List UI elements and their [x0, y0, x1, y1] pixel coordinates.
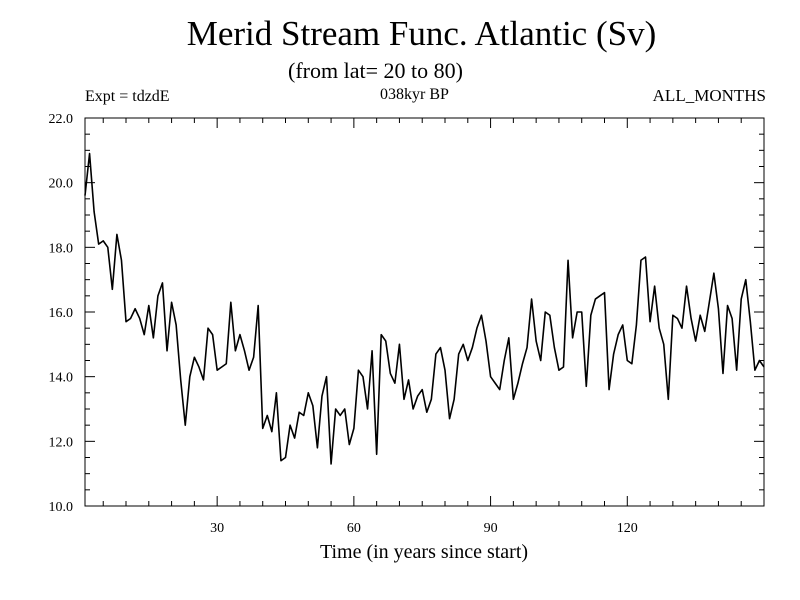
y-tick-label: 18.0 [49, 241, 74, 256]
months-label: ALL_MONTHS [652, 86, 766, 105]
period-label: 038kyr BP [380, 86, 449, 103]
y-tick-label: 10.0 [49, 500, 74, 515]
chart-title: Merid Stream Func. Atlantic (Sv) [186, 14, 657, 53]
y-tick-label: 16.0 [49, 306, 74, 321]
chart-subtitle: (from lat= 20 to 80) [288, 58, 463, 83]
y-tick-label: 20.0 [49, 177, 74, 192]
y-tick-label: 22.0 [49, 112, 74, 127]
x-tick-label: 120 [617, 521, 638, 536]
experiment-label: Expt = tdzdE [85, 88, 170, 105]
x-tick-label: 90 [484, 521, 498, 536]
plot-frame [84, 117, 765, 507]
series-line [84, 152, 765, 465]
y-tick-label: 14.0 [49, 371, 74, 386]
x-axis: 30 60 90 120 [102, 118, 765, 536]
x-axis-title: Time (in years since start) [320, 541, 528, 563]
y-tick-label: 12.0 [49, 435, 74, 450]
x-tick-label: 60 [347, 521, 361, 536]
y-axis: 10.0 12.0 14.0 16.0 18.0 20.0 22.0 [49, 112, 764, 515]
x-tick-label: 30 [210, 521, 224, 536]
